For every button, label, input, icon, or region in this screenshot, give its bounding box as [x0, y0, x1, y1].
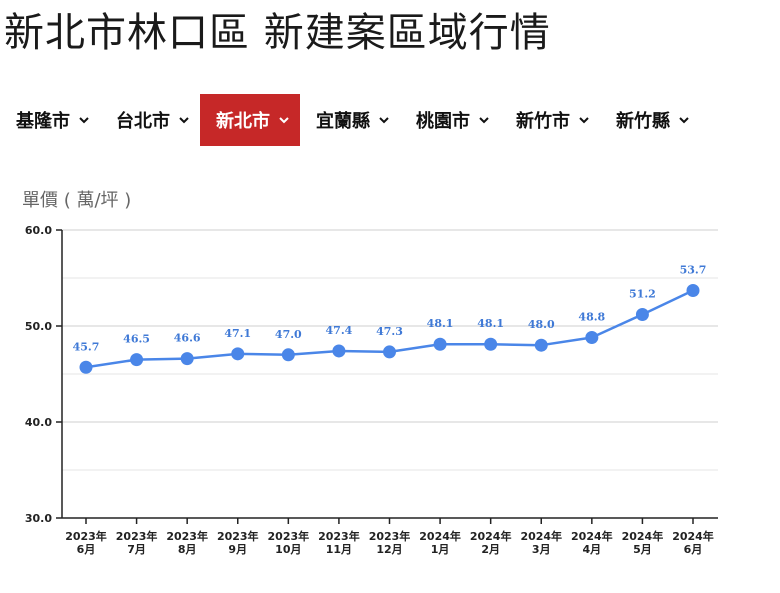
data-label: 48.1: [477, 317, 504, 330]
city-tabs: 基隆市 台北市 新北市 宜蘭縣 桃園市 新竹市 新竹縣: [0, 94, 700, 146]
x-tick-label: 2024年: [419, 529, 461, 543]
x-tick-label: 2023年: [116, 529, 158, 543]
x-tick-label: 5月: [633, 543, 652, 556]
chevron-down-icon: [178, 114, 190, 126]
price-line-chart: 30.040.050.060.02023年6月2023年7月2023年8月202…: [0, 200, 780, 570]
x-tick-label: 2023年: [166, 529, 208, 543]
x-tick-label: 2024年: [470, 529, 512, 543]
x-tick-label: 2024年: [520, 529, 562, 543]
data-point: [585, 331, 598, 344]
data-point: [80, 361, 93, 374]
x-tick-label: 2024年: [622, 529, 664, 543]
data-point: [434, 338, 447, 351]
data-label: 47.0: [275, 328, 302, 341]
chevron-down-icon: [378, 114, 390, 126]
data-label: 48.0: [528, 318, 555, 331]
data-label: 47.1: [224, 327, 251, 340]
x-tick-label: 2024年: [672, 529, 714, 543]
tab-new-taipei[interactable]: 新北市: [200, 94, 300, 146]
x-tick-label: 11月: [326, 543, 352, 556]
x-tick-label: 4月: [583, 543, 602, 556]
chevron-down-icon: [78, 114, 90, 126]
y-tick-label: 40.0: [25, 416, 52, 429]
tab-taoyuan[interactable]: 桃園市: [400, 94, 500, 146]
y-tick-label: 50.0: [25, 320, 52, 333]
tab-label: 宜蘭縣: [316, 107, 370, 133]
x-tick-label: 10月: [275, 543, 301, 556]
chevron-down-icon: [678, 114, 690, 126]
data-label: 48.1: [427, 317, 454, 330]
data-label: 45.7: [73, 340, 100, 353]
page-title: 新北市林口區 新建案區域行情: [4, 8, 551, 58]
x-tick-label: 6月: [684, 543, 703, 556]
data-point: [484, 338, 497, 351]
data-label: 48.8: [578, 311, 605, 324]
data-point: [181, 352, 194, 365]
x-tick-label: 2023年: [65, 529, 107, 543]
data-point: [130, 353, 143, 366]
tab-label: 新竹縣: [616, 107, 670, 133]
tab-label: 台北市: [116, 107, 170, 133]
data-point: [282, 348, 295, 361]
x-tick-label: 6月: [77, 543, 96, 556]
tab-label: 新北市: [216, 107, 270, 133]
data-point: [687, 284, 700, 297]
data-point: [535, 339, 548, 352]
tab-keelung[interactable]: 基隆市: [0, 94, 100, 146]
x-tick-label: 2024年: [571, 529, 613, 543]
tab-hsinchu-city[interactable]: 新竹市: [500, 94, 600, 146]
y-tick-label: 60.0: [25, 224, 52, 237]
data-label: 51.2: [629, 287, 656, 300]
x-tick-label: 1月: [431, 543, 450, 556]
tab-hsinchu-county[interactable]: 新竹縣: [600, 94, 700, 146]
data-label: 47.3: [376, 325, 403, 338]
chevron-down-icon: [478, 114, 490, 126]
x-tick-label: 2023年: [268, 529, 310, 543]
tab-label: 新竹市: [516, 107, 570, 133]
data-point: [332, 344, 345, 357]
chevron-down-icon: [578, 114, 590, 126]
tab-label: 基隆市: [16, 107, 70, 133]
data-point: [231, 347, 244, 360]
y-tick-label: 30.0: [25, 512, 52, 525]
data-point: [636, 308, 649, 321]
x-tick-label: 2023年: [369, 529, 411, 543]
data-label: 53.7: [680, 263, 707, 276]
x-tick-label: 3月: [532, 543, 551, 556]
x-tick-label: 2023年: [217, 529, 259, 543]
x-tick-label: 8月: [178, 543, 197, 556]
x-tick-label: 9月: [228, 543, 247, 556]
data-point: [383, 345, 396, 358]
data-label: 46.5: [123, 333, 150, 346]
tab-taipei[interactable]: 台北市: [100, 94, 200, 146]
data-label: 46.6: [174, 332, 201, 345]
data-label: 47.4: [326, 324, 353, 337]
chevron-down-icon: [278, 114, 290, 126]
x-tick-label: 7月: [127, 543, 146, 556]
x-tick-label: 2023年: [318, 529, 360, 543]
tab-yilan[interactable]: 宜蘭縣: [300, 94, 400, 146]
x-tick-label: 2月: [481, 543, 500, 556]
tab-label: 桃園市: [416, 107, 470, 133]
x-tick-label: 12月: [376, 543, 402, 556]
